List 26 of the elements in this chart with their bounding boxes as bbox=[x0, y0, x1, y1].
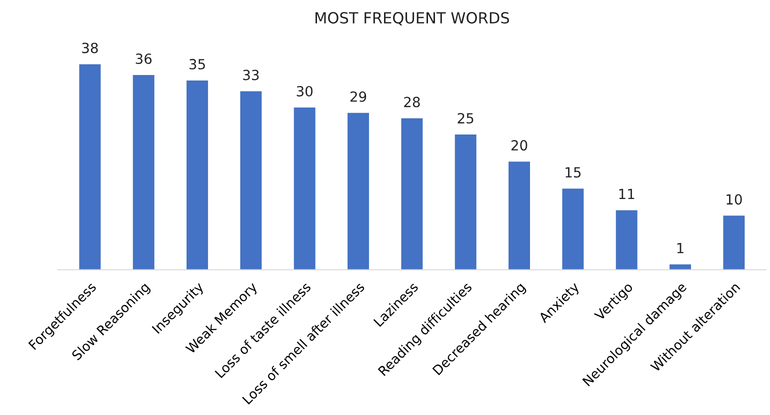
data-label: 35 bbox=[190, 58, 205, 70]
data-label: 25 bbox=[458, 113, 474, 124]
bar bbox=[616, 210, 638, 270]
data-label: 29 bbox=[350, 91, 366, 102]
data-label: 33 bbox=[243, 70, 259, 80]
bar bbox=[132, 75, 154, 270]
bar bbox=[294, 107, 316, 270]
data-label: 36 bbox=[136, 54, 152, 64]
bar bbox=[79, 64, 101, 270]
bar bbox=[508, 162, 530, 270]
data-label: 11 bbox=[619, 188, 634, 200]
data-label: 10 bbox=[726, 194, 742, 205]
bar bbox=[348, 112, 370, 270]
data-label: 15 bbox=[566, 167, 581, 178]
bar bbox=[562, 188, 584, 270]
data-label: 1 bbox=[677, 242, 684, 254]
bar bbox=[723, 216, 745, 270]
chart-title: MOST FREQUENT WORDS bbox=[316, 12, 510, 26]
data-label: 20 bbox=[511, 140, 528, 151]
bar bbox=[186, 80, 208, 270]
data-label: 38 bbox=[82, 42, 98, 54]
data-label: 28 bbox=[404, 96, 420, 108]
data-label: 30 bbox=[296, 86, 313, 96]
bar bbox=[401, 118, 423, 270]
bar bbox=[240, 91, 262, 270]
bar bbox=[454, 134, 476, 270]
